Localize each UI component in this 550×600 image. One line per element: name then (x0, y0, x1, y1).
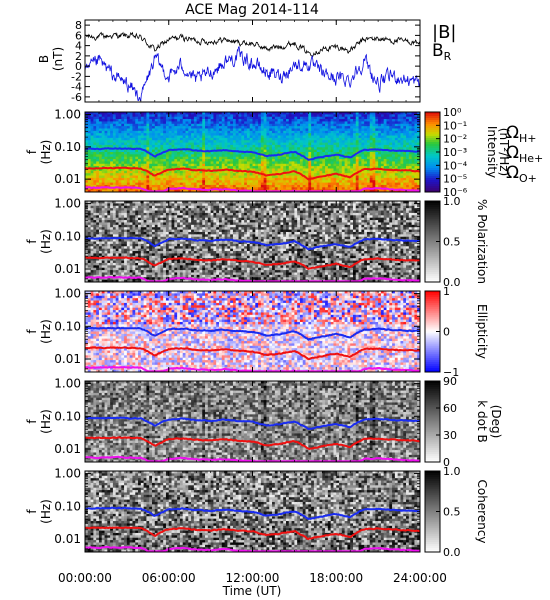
colorbar-label: Ellipticity (475, 304, 489, 359)
colorbar-tick-label: 90 (443, 375, 457, 388)
colorbar-unit: (Deg) (489, 405, 503, 439)
y-axis-label: f (25, 149, 39, 154)
y-tick-label: 0.10 (54, 409, 81, 423)
colorbar-tick-label: 10⁻² (443, 133, 467, 146)
colorbar-tick-label: 1.0 (443, 195, 461, 208)
y-tick-label: 0.10 (54, 229, 81, 243)
x-tick-label: 12:00:00 (226, 571, 280, 585)
y-tick-label: 1.00 (54, 108, 81, 122)
legend-he-plus-subscript: He+ (519, 152, 543, 165)
colorbar: 1.0 0.5 0.0 Coherency (425, 465, 489, 559)
chart-title: ACE Mag 2014-114 (185, 2, 319, 18)
legend-h-plus-subscript: H+ (519, 132, 537, 145)
y-tick-label: 0.10 (54, 319, 81, 333)
y-axis-unit: (Hz) (39, 229, 53, 254)
colorbar-tick-label: 1 (443, 285, 450, 298)
y-axis-label: f (25, 329, 39, 334)
colorbar: 1.00.50.0% Polarization (425, 195, 489, 289)
x-tick-label: 06:00:00 (142, 571, 196, 585)
legend-he-plus: ΩHe+ (506, 143, 543, 165)
legend-o-plus-subscript: O+ (519, 172, 537, 185)
colorbar-tick-label: 30 (443, 429, 457, 442)
y-axis-unit: (Hz) (39, 140, 53, 165)
x-tick-label: 00:00:00 (58, 571, 112, 585)
legend-h-plus: ΩH+ (506, 123, 537, 145)
colorbar-tick-label: 10⁻⁵ (443, 173, 467, 186)
y-axis-unit: (Hz) (39, 409, 53, 434)
colorbar-tick-label: 10⁻³ (443, 146, 467, 159)
colorbar-tick-label: 10⁻⁴ (443, 159, 468, 172)
legend-total-field: |B| (432, 22, 456, 43)
colorbar-label: k dot B (475, 400, 489, 442)
y-tick-label: 0.01 (54, 172, 81, 186)
y-tick-label: 1.00 (54, 197, 81, 211)
y-tick-label: 0.01 (54, 262, 81, 276)
series-line-total-field (85, 33, 420, 57)
panel-spectrogram-2: 1.000.100.01f (Hz)1.00.50.0% Polarization (25, 195, 489, 289)
y-axis-label: B (37, 55, 51, 63)
x-tick-label: 18:00:00 (309, 571, 363, 585)
y-tick-label: 1.00 (54, 287, 81, 301)
y-tick-label: 0.01 (54, 442, 81, 456)
colorbar-tick-label: 10⁰ (443, 106, 462, 119)
y-axis-unit: (Hz) (39, 499, 53, 524)
y-tick-label: -6 (71, 91, 82, 104)
colorbar-tick-label: 0.5 (443, 506, 461, 519)
x-axis-label: Time (UT) (222, 584, 282, 598)
colorbar-tick-label: 60 (443, 402, 457, 415)
y-tick-label: 1.00 (54, 377, 81, 391)
y-tick-label: 0.10 (54, 140, 81, 154)
panel-spectrogram-5: 1.00 0.10 0.01 00:00:00 06:00:00 12:00:00 18:0… (25, 465, 489, 585)
y-tick-label: 0.10 (54, 499, 81, 513)
colorbar-label: Coherency (475, 479, 489, 543)
y-axis-label: f (25, 509, 39, 514)
y-tick-label: 0.01 (54, 532, 81, 546)
colorbar-tick-label: 0 (443, 326, 450, 339)
legend-radial: BR (432, 41, 452, 63)
colorbar-tick-label: 0.5 (443, 236, 461, 249)
y-tick-label: 1.00 (54, 467, 81, 481)
panel-spectrogram-1: 1.00 0.10 0.01 f (Hz) 10⁰10⁻¹10⁻²10⁻³10⁻⁴10⁻⁵… (25, 106, 543, 199)
colorbar-tick-label: 10⁻¹ (443, 119, 467, 132)
legend-radial-subscript: R (444, 50, 452, 63)
y-axis-unit: (Hz) (39, 319, 53, 344)
y-axis-unit: (nT) (51, 47, 65, 71)
colorbar-tick-label: 0.0 (443, 546, 461, 559)
y-tick-label: 0.01 (54, 352, 81, 366)
colorbar: 10⁰10⁻¹10⁻²10⁻³10⁻⁴10⁻⁵10⁻⁶Intensity(nT²… (425, 106, 511, 199)
y-axis-label: f (25, 419, 39, 424)
colorbar-tick-label: 1.0 (443, 465, 461, 478)
series-line-radial (85, 47, 420, 101)
y-axis-label: f (25, 239, 39, 244)
colorbar-label: Intensity (485, 126, 499, 178)
legend-o-plus: ΩO+ (506, 163, 537, 185)
colorbar-label: % Polarization (475, 199, 489, 284)
x-tick-label: 24:00:00 (393, 571, 447, 585)
